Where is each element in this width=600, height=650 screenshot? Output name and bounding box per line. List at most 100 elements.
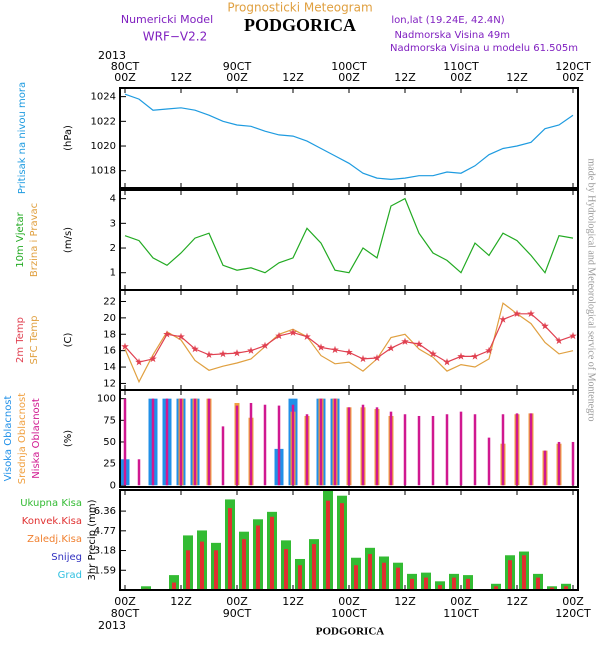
series-label: Pritisak na nivou mora <box>17 82 28 194</box>
y-tick-label: 1.59 <box>94 565 116 576</box>
bar <box>333 398 337 486</box>
panel-frame <box>119 389 579 488</box>
x-tick-label: 00Z <box>226 595 248 608</box>
y-tick-label: 14 <box>103 362 116 373</box>
y-tick-label: 12 <box>103 378 116 389</box>
bar <box>200 541 204 590</box>
bar <box>522 555 526 590</box>
y-tick-label: 25 <box>103 459 116 470</box>
bar <box>270 516 274 590</box>
bar <box>403 414 407 486</box>
point-marker <box>387 344 395 352</box>
date-label: 90CT <box>223 60 252 73</box>
point-marker <box>149 354 157 363</box>
y-tick-label: 6.36 <box>94 506 116 517</box>
point-marker <box>499 315 507 323</box>
bar <box>193 398 197 486</box>
point-marker <box>401 337 409 345</box>
date-label: 100CT <box>331 60 367 73</box>
bar <box>179 398 183 486</box>
point-marker <box>569 331 577 340</box>
bar <box>123 398 127 486</box>
point-marker <box>191 345 199 353</box>
station: PODGORICA <box>244 15 356 35</box>
x-tick-label: 00Z <box>114 595 136 608</box>
bar <box>536 577 540 590</box>
x-tick-label: 00Z <box>114 71 136 84</box>
bar <box>375 407 379 486</box>
bar <box>326 500 330 590</box>
y-tick-label: 3 <box>110 218 116 229</box>
point-marker <box>513 309 521 317</box>
elevation: Nadmorska Visina 49m <box>394 30 510 41</box>
bar <box>249 402 253 486</box>
bar <box>571 441 575 486</box>
point-marker <box>219 349 227 358</box>
bar <box>291 404 295 486</box>
point-marker <box>275 331 283 340</box>
point-marker <box>247 346 255 354</box>
point-marker <box>233 349 241 357</box>
point-marker <box>303 332 311 340</box>
y-tick-label: 2 <box>110 243 116 254</box>
bar <box>445 414 449 486</box>
bar <box>452 577 456 590</box>
y-tick-label: 20 <box>103 313 116 324</box>
x-tick-label: 00Z <box>450 71 472 84</box>
bar <box>459 411 463 486</box>
bar <box>494 586 498 590</box>
bar <box>354 565 358 590</box>
coords: lon,lat (19.24E, 42.4N) <box>391 15 504 26</box>
bar <box>347 407 351 486</box>
y-tick-label: 16 <box>103 346 116 357</box>
series-line <box>124 197 574 274</box>
point-marker <box>415 340 423 348</box>
y-tick-label: 1020 <box>91 141 116 152</box>
axis-label: (m/s) <box>63 227 74 253</box>
bar <box>550 587 554 590</box>
point-marker <box>527 309 535 317</box>
legend-label: Ukupna Kisa <box>20 498 82 509</box>
date-label: 100CT <box>331 607 367 620</box>
date-label: 110CT <box>443 60 479 73</box>
model-label: Numericki Model <box>121 13 213 26</box>
point-marker <box>289 328 297 336</box>
panel-frame <box>119 87 579 189</box>
y-tick-label: 100 <box>97 394 116 405</box>
bar <box>473 414 477 486</box>
point-marker <box>163 330 171 338</box>
series-label: 2m Temp <box>15 317 26 363</box>
bar <box>186 550 190 590</box>
bar <box>382 562 386 590</box>
x-tick-label: 12Z <box>170 71 192 84</box>
bar <box>141 586 151 590</box>
bar <box>221 426 225 486</box>
y-tick-label: 1 <box>110 268 116 279</box>
bar <box>487 437 491 486</box>
y-tick-label: 75 <box>103 415 116 426</box>
bar <box>242 539 246 590</box>
date-label: 120CT <box>555 607 591 620</box>
point-marker <box>555 336 563 345</box>
y-tick-label: 1022 <box>91 116 116 127</box>
x-tick-label: 12Z <box>394 71 416 84</box>
panel-frame <box>119 189 579 291</box>
bar <box>529 413 533 486</box>
bar <box>312 544 316 590</box>
point-marker <box>121 342 129 350</box>
bar <box>137 459 141 486</box>
bar <box>438 585 442 590</box>
date-label: 80CT <box>111 607 140 620</box>
bar <box>214 550 218 590</box>
bar <box>410 578 414 590</box>
y-tick-label: 3.18 <box>94 546 116 557</box>
bar <box>501 414 505 486</box>
point-marker <box>541 322 549 330</box>
panel-subtitle: Brzina i Pravac <box>29 203 40 277</box>
title: Prognosticki Meteogram <box>227 1 372 15</box>
axis-label: (%) <box>63 430 74 447</box>
bar <box>305 414 309 486</box>
bar <box>431 415 435 486</box>
point-marker <box>471 352 479 360</box>
